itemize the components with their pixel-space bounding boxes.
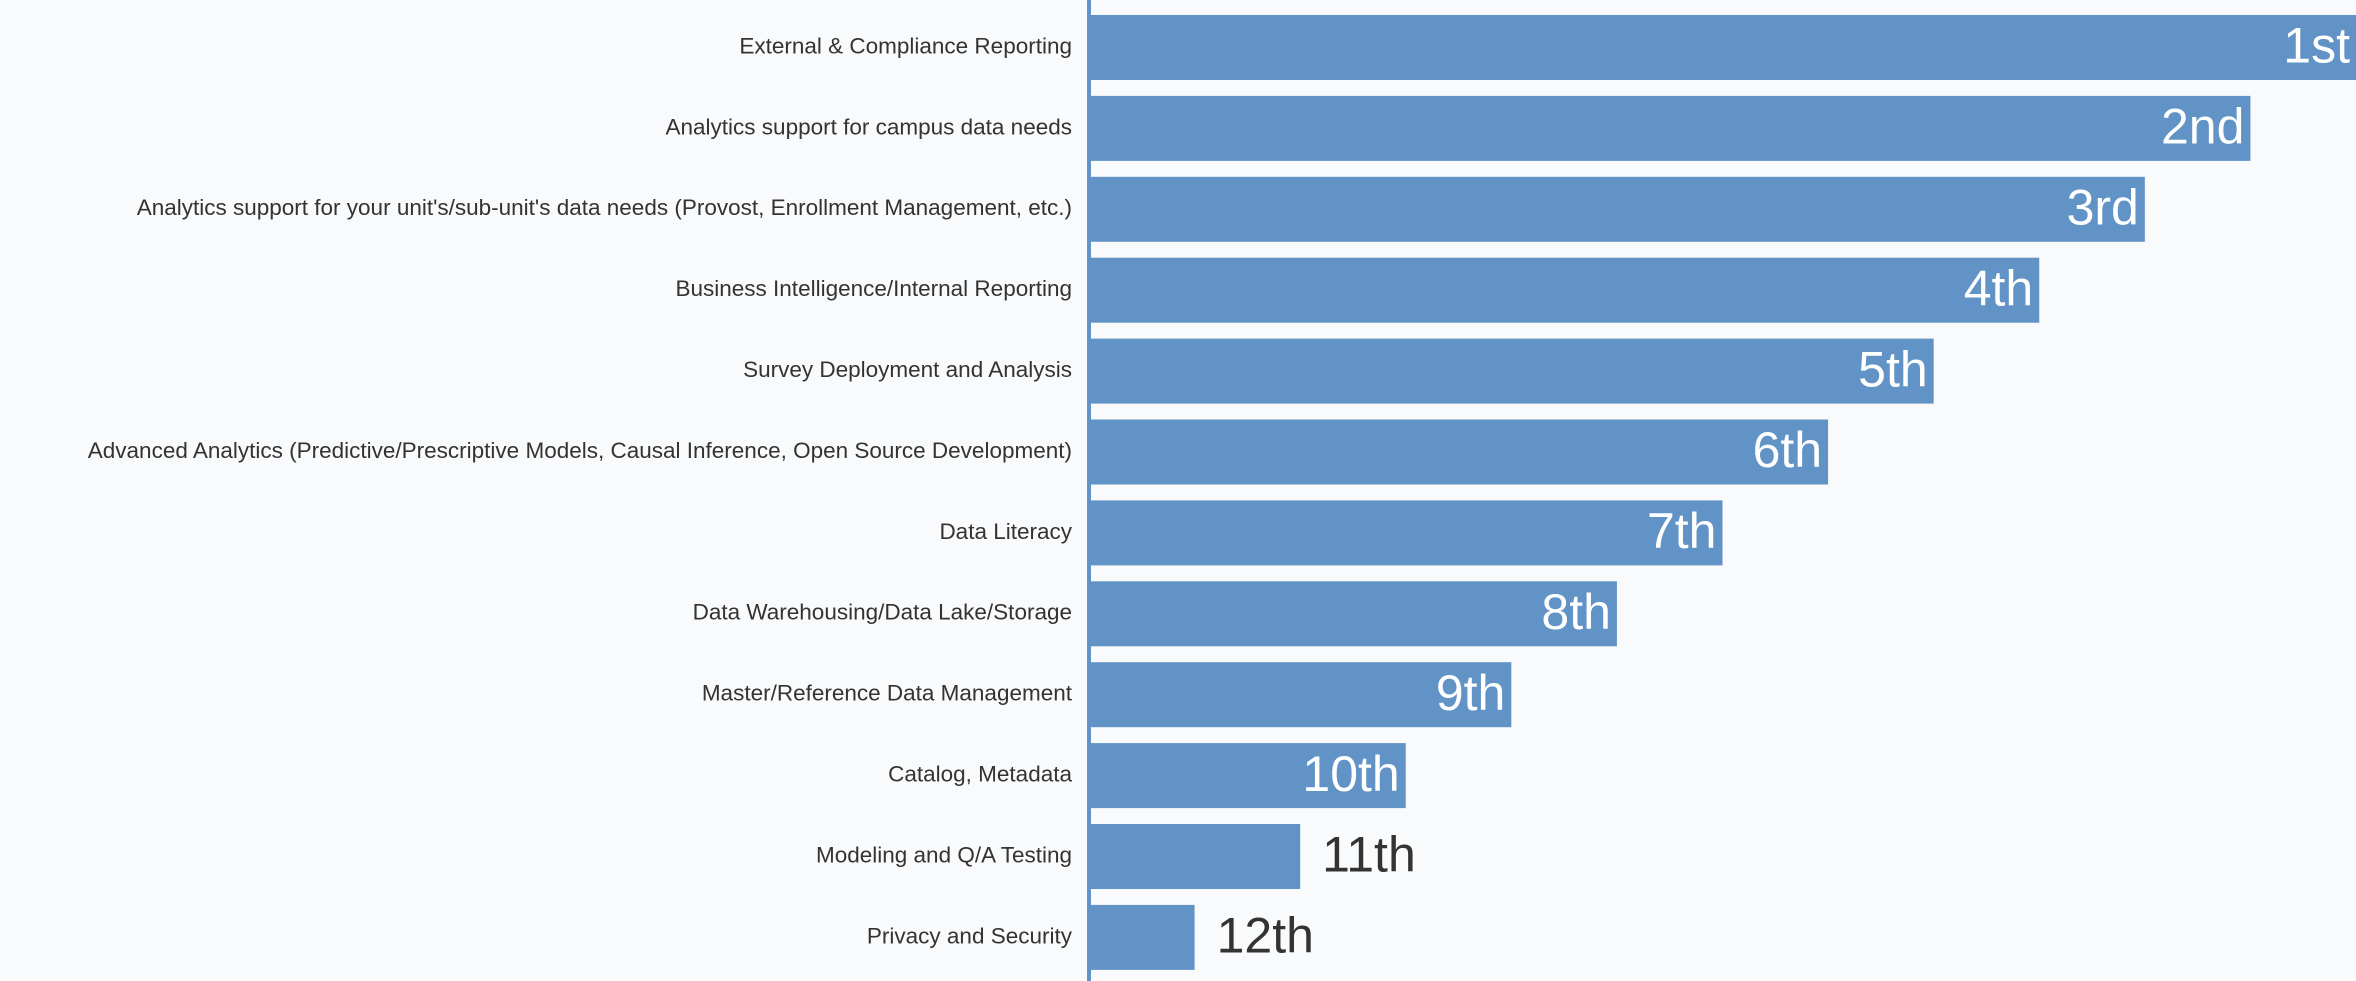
category-label: Master/Reference Data Management — [702, 681, 1073, 706]
bar — [1089, 581, 1617, 647]
value-label: 7th — [1647, 503, 1717, 559]
bar — [1089, 95, 2251, 161]
category-label: Business Intelligence/Internal Reporting — [676, 276, 1073, 301]
value-label: 11th — [1322, 827, 1416, 883]
category-label: Modeling and Q/A Testing — [816, 842, 1072, 867]
category-label: Survey Deployment and Analysis — [743, 357, 1072, 382]
category-label: Analytics support for campus data needs — [666, 114, 1072, 139]
category-label: External & Compliance Reporting — [739, 33, 1072, 58]
value-label: 2nd — [2161, 99, 2244, 155]
value-label: 1st — [2283, 18, 2350, 74]
bar — [1089, 824, 1301, 889]
value-label: 3rd — [2067, 180, 2139, 236]
category-label: Advanced Analytics (Predictive/Prescript… — [88, 438, 1072, 463]
value-label: 5th — [1858, 341, 1928, 397]
bar — [1089, 904, 1195, 970]
bar — [1089, 257, 2040, 323]
bar — [1089, 500, 1723, 566]
category-label: Catalog, Metadata — [888, 762, 1072, 787]
bar — [1089, 419, 1829, 485]
value-label: 12th — [1217, 908, 1314, 964]
bar — [1089, 743, 1406, 809]
bar — [1089, 662, 1512, 728]
category-label: Privacy and Security — [867, 923, 1073, 948]
bar — [1089, 15, 2356, 80]
value-label: 6th — [1753, 422, 1823, 478]
category-label: Data Warehousing/Data Lake/Storage — [693, 600, 1072, 625]
bar — [1089, 338, 1934, 404]
category-label: Analytics support for your unit's/sub-un… — [137, 195, 1072, 220]
value-label: 10th — [1302, 746, 1399, 802]
bar — [1089, 176, 2145, 242]
value-label: 4th — [1964, 260, 2034, 316]
category-label: Data Literacy — [939, 519, 1072, 544]
value-label: 9th — [1436, 665, 1506, 721]
value-label: 8th — [1541, 584, 1611, 640]
